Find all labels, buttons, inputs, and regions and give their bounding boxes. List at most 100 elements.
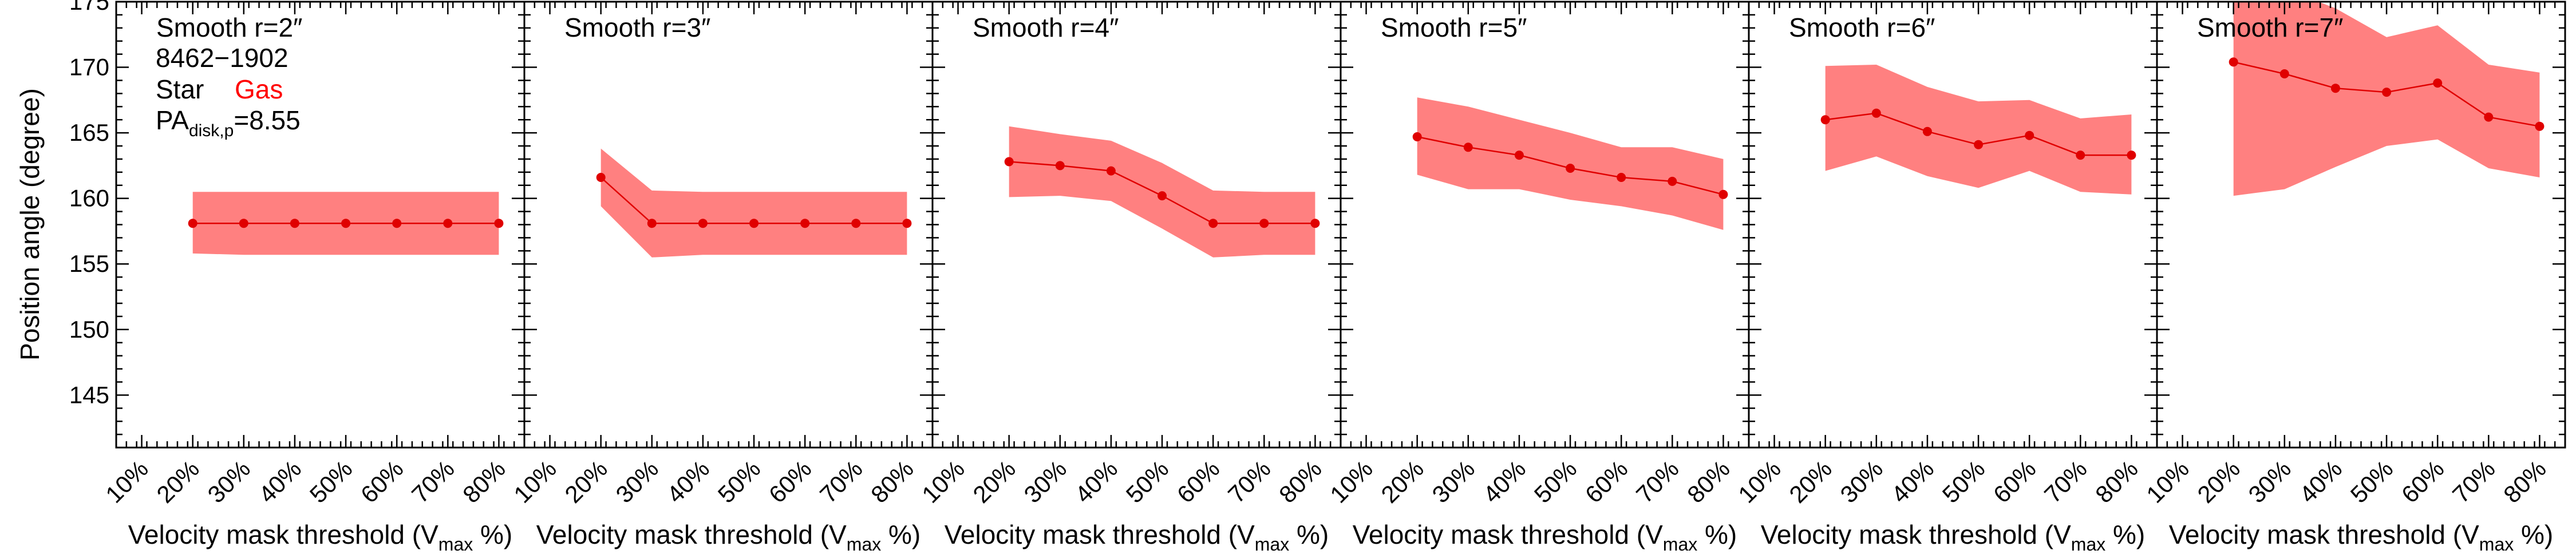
pa-subscript: disk,p [189,121,234,140]
x-tick-label: 70% [815,455,868,508]
x-axis-title: Velocity mask threshold (Vmax %) [1761,520,2145,555]
x-tick-label: 70% [406,455,460,508]
gas-pa-point [2330,84,2340,93]
x-axis-title-prefix: Velocity mask threshold (V [945,520,1255,549]
x-tick-label: 60% [1172,455,1225,508]
x-tick-label: 20% [151,455,204,508]
panel-6: 10%20%30%40%50%60%70%80% Smooth r=7″ Veloc… [2141,1,2566,555]
x-tick-label: 10% [1325,455,1378,508]
pa-disk-label: PAdisk,p=8.55 [156,105,301,140]
x-axis-title-subscript: max [2479,534,2514,555]
gas-pa-point [749,219,759,228]
gas-pa-point [1004,157,1014,167]
gas-pa-point [1974,140,1984,149]
x-tick-label: 30% [1427,455,1480,508]
gas-pa-point [1617,173,1626,182]
gas-pa-point [1820,115,1830,125]
panel-1: 145 150 155 160 165 170 175 10%20%30%40%50%60%7… [69,0,526,555]
x-tick-label: 20% [1376,455,1429,508]
y-tick-label: 170 [69,54,109,81]
gas-pa-point [2535,121,2545,131]
x-axis-title-suffix: %) [2514,520,2553,549]
x-tick-label: 40% [254,455,307,508]
x-tick-label: 60% [355,455,409,508]
gas-pa-point [494,219,504,228]
x-axis-title-subscript: max [847,534,881,555]
gas-pa-point [1157,191,1167,201]
x-tick-label: 40% [1886,455,1939,508]
panel-frame [1748,1,2158,449]
x-axis-title-subscript: max [2071,534,2105,555]
gas-pa-point [2127,151,2136,160]
x-tick-label: 40% [2294,455,2348,508]
panel-title: Smooth r=4″ [973,13,1119,42]
x-tick-label: 20% [1784,455,1837,508]
panel-frame [1340,1,1750,449]
x-axis-title-subscript: max [1663,534,1697,555]
x-tick-label: 10% [916,455,970,508]
panel-4: 10%20%30%40%50%60%70%80% Smooth r=5″ Veloc… [1325,1,1750,555]
gas-pa-point [596,173,606,182]
x-tick-label: 50% [305,455,358,508]
panel-2: 10%20%30%40%50%60%70%80% Smooth r=3″ Veloc… [508,1,934,555]
gas-pa-point [800,219,810,228]
x-tick-label: 70% [1631,455,1684,508]
gas-pa-point [698,219,708,228]
x-tick-label: 50% [1937,455,1990,508]
x-tick-label: 60% [2396,455,2449,508]
x-tick-label: 70% [2447,455,2500,508]
legend-gas-label: Gas [235,74,283,104]
x-tick-label: 30% [203,455,256,508]
pa-prefix: PA [156,105,189,135]
y-tick-label: 155 [69,250,109,277]
panel-title: Smooth r=7″ [2197,13,2343,42]
x-tick-label: 80% [457,455,511,508]
x-tick-label: 80% [2090,455,2143,508]
x-tick-label: 50% [713,455,766,508]
gas-pa-point [2382,88,2392,97]
x-tick-label: 10% [2141,455,2194,508]
y-tick-label: 165 [69,119,109,146]
x-axis-title-subscript: max [1255,534,1289,555]
x-tick-label: 60% [1580,455,1633,508]
y-tick-label: 160 [69,185,109,212]
x-axis-title-prefix: Velocity mask threshold (V [536,520,847,549]
gas-pa-point [2279,69,2289,78]
x-tick-label: 80% [866,455,919,508]
gas-pa-point [1259,219,1269,228]
gas-uncertainty-band [2233,2,2540,196]
x-axis-title: Velocity mask threshold (Vmax %) [945,520,1329,555]
y-tick-label: 150 [69,316,109,343]
x-tick-label: 80% [1682,455,1735,508]
panel-title: Smooth r=2″ [156,13,302,42]
x-tick-label: 30% [1019,455,1072,508]
x-axis-title-prefix: Velocity mask threshold (V [128,520,438,549]
x-axis-title-suffix: %) [473,520,512,549]
gas-pa-point [1310,219,1320,228]
pa-value: =8.55 [234,105,300,135]
panel-5: 10%20%30%40%50%60%70%80% Smooth r=6″ Veloc… [1733,1,2158,555]
gas-pa-point [1463,143,1473,152]
gas-pa-point [2433,78,2443,88]
gas-pa-point [392,219,402,228]
x-tick-label: 20% [2192,455,2245,508]
gas-pa-point [290,219,299,228]
y-axis-title: Position angle (degree) [15,88,45,361]
gas-pa-point [1208,219,1218,228]
x-tick-label: 60% [764,455,817,508]
x-axis-title: Velocity mask threshold (Vmax %) [536,520,920,555]
x-axis-title-suffix: %) [2105,520,2145,549]
gas-pa-point [1668,176,1677,186]
x-axis-title: Velocity mask threshold (Vmax %) [128,520,512,555]
y-tick-label: 145 [69,381,109,408]
x-tick-label: 30% [611,455,664,508]
gas-uncertainty-band [600,148,907,258]
gas-pa-point [341,219,351,228]
gas-pa-point [188,219,197,228]
x-tick-label: 40% [1070,455,1123,508]
x-tick-label: 50% [2345,455,2399,508]
legend-block: 8462−1902 Star Gas PAdisk,p=8.55 [156,43,301,140]
object-id-label: 8462−1902 [156,43,289,73]
gas-pa-point [2229,57,2238,67]
y-tick-label: 175 [69,0,109,15]
